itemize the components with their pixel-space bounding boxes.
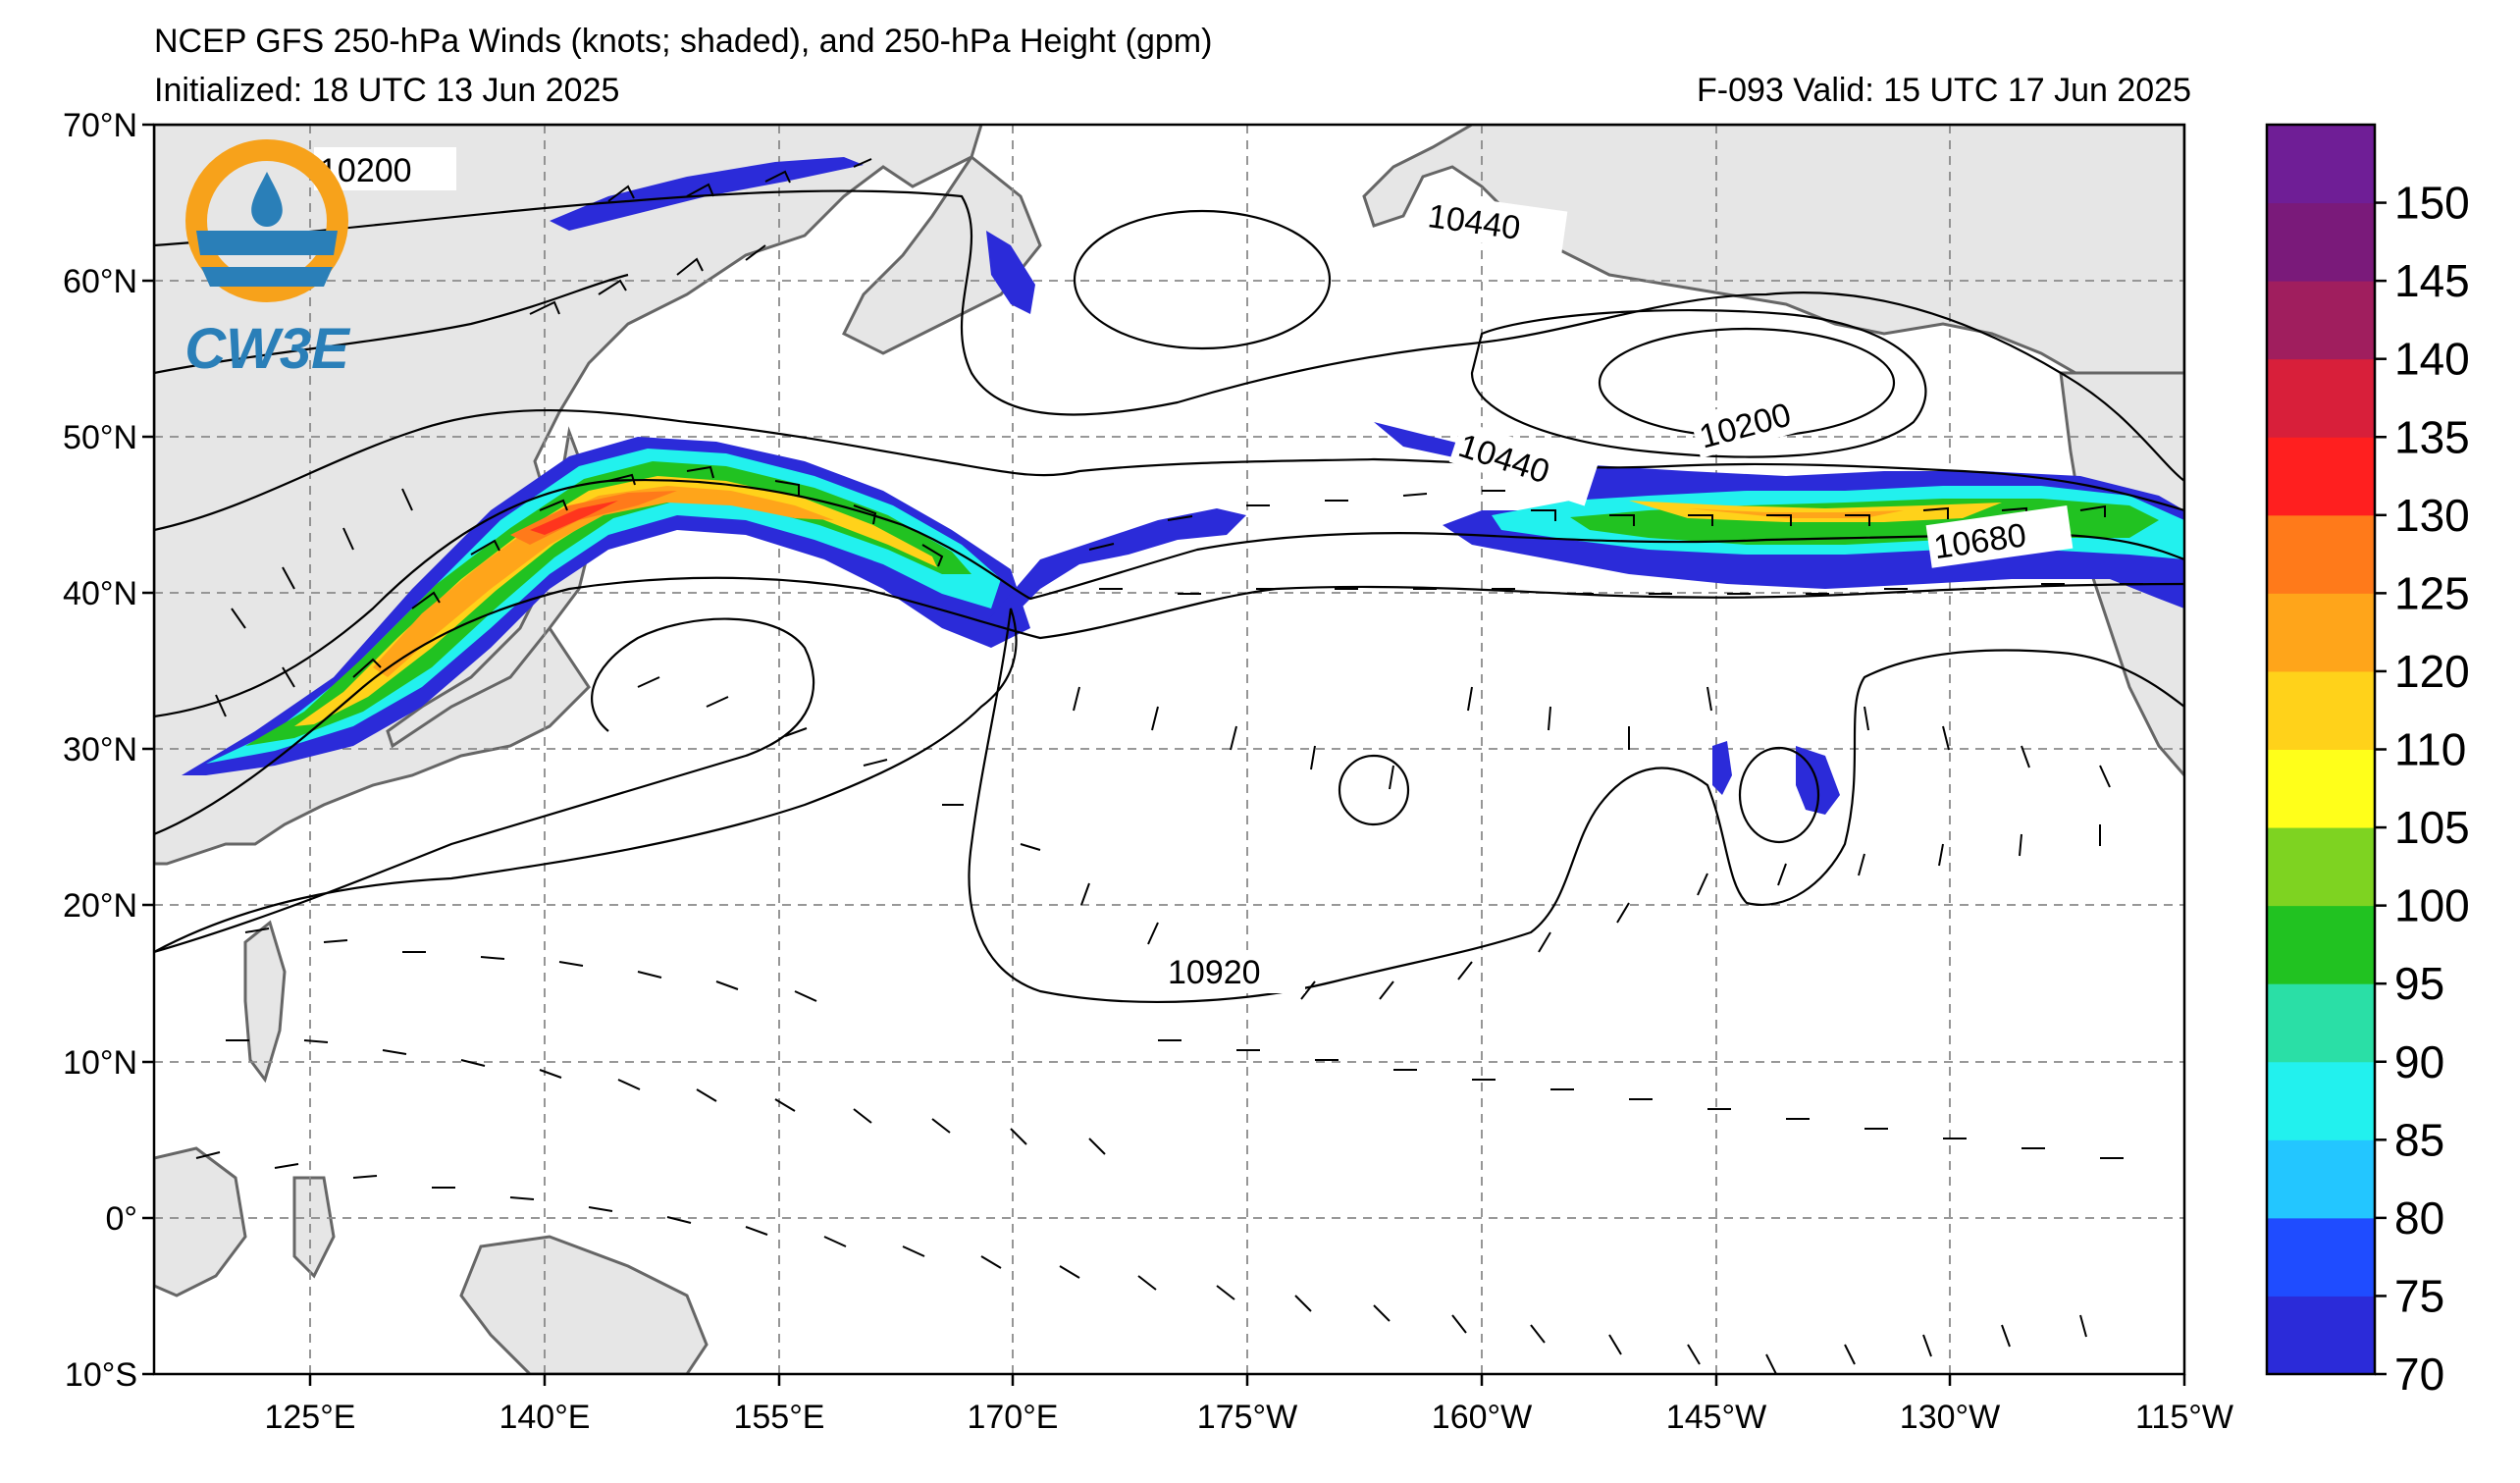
colorbar-swatch bbox=[2267, 437, 2375, 516]
colorbar-swatch bbox=[2267, 1217, 2375, 1297]
jet-mid-blue bbox=[981, 508, 1246, 628]
lat-label: 50°N bbox=[63, 419, 137, 456]
longitude-labels: 125°E 140°E 155°E 170°E 175°W 160°W 145°… bbox=[264, 1399, 2232, 1436]
alaska-land bbox=[1362, 125, 2184, 414]
lon-label: 145°W bbox=[1666, 1399, 1766, 1436]
jet-west-cyan bbox=[206, 449, 1001, 764]
jet-stream-shading bbox=[182, 157, 2184, 815]
colorbar-swatch bbox=[2267, 281, 2375, 360]
lat-label: 70°N bbox=[63, 107, 137, 144]
colorbar-label: 140 bbox=[2394, 334, 2470, 385]
colorbar-label: 85 bbox=[2394, 1114, 2444, 1165]
initialized-time: Initialized: 18 UTC 13 Jun 2025 bbox=[154, 72, 620, 109]
colorbar-swatch bbox=[2267, 202, 2375, 282]
kamchatka-land bbox=[841, 154, 1042, 355]
wind-barbs bbox=[195, 158, 2143, 1374]
colorbar-label: 130 bbox=[2394, 490, 2470, 541]
colorbar-label: 70 bbox=[2394, 1349, 2444, 1400]
lat-label: 0° bbox=[105, 1200, 137, 1238]
colorbar-swatch bbox=[2267, 358, 2375, 438]
cw3e-logo: CW3E bbox=[184, 139, 351, 381]
logo-wave-1 bbox=[196, 231, 338, 255]
logo-wave-2 bbox=[201, 267, 333, 287]
lon-label: 155°E bbox=[733, 1399, 824, 1436]
lon-label: 140°E bbox=[499, 1399, 590, 1436]
colorbar-swatch bbox=[2267, 593, 2375, 672]
colorbar-swatch bbox=[2267, 125, 2375, 204]
jet-west-orange bbox=[373, 486, 834, 677]
colorbar: 70 75 80 85 90 95 100 105 110 120 125 130 135 140 145 1… bbox=[2265, 123, 2470, 1400]
contour-label-10920: 10920 bbox=[1168, 954, 1261, 991]
colorbar-label: 150 bbox=[2394, 178, 2470, 229]
jet-east-yellow bbox=[1629, 501, 2002, 522]
jet-west-yellow bbox=[294, 476, 937, 726]
colorbar-swatch bbox=[2267, 514, 2375, 594]
colorbar-label: 95 bbox=[2394, 958, 2444, 1009]
colorbar-label: 110 bbox=[2394, 724, 2466, 775]
valid-time: F-093 Valid: 15 UTC 17 Jun 2025 bbox=[1697, 72, 2191, 109]
colorbar-swatch bbox=[2267, 1296, 2375, 1375]
lat-label: 30°N bbox=[63, 731, 137, 768]
water-drop-icon bbox=[251, 172, 283, 227]
colorbar-label: 90 bbox=[2394, 1036, 2444, 1087]
latitude-labels: 70°N 60°N 50°N 40°N 30°N 20°N 10°N 0° 10… bbox=[63, 107, 137, 1394]
philippines-land bbox=[243, 920, 287, 1084]
colorbar-swatch bbox=[2267, 670, 2375, 750]
lat-label: 20°N bbox=[63, 887, 137, 925]
colorbar-label: 125 bbox=[2394, 567, 2470, 618]
colorbar-swatch bbox=[2267, 1139, 2375, 1219]
lat-label: 40°N bbox=[63, 575, 137, 612]
colorbar-label: 105 bbox=[2394, 802, 2470, 853]
colorbar-swatch bbox=[2267, 827, 2375, 907]
lon-label: 175°W bbox=[1197, 1399, 1297, 1436]
lon-label: 160°W bbox=[1432, 1399, 1532, 1436]
lat-label: 10°N bbox=[63, 1044, 137, 1082]
colorbar-label: 145 bbox=[2394, 255, 2470, 306]
axis-ticks bbox=[142, 123, 2186, 1386]
colorbar-label: 135 bbox=[2394, 411, 2470, 462]
jet-kamchatka-blob bbox=[986, 231, 1035, 314]
new-guinea-land bbox=[459, 1235, 709, 1374]
lat-label: 60°N bbox=[63, 263, 137, 300]
jet-east-small-blob bbox=[1712, 741, 1732, 795]
colorbar-swatch bbox=[2267, 983, 2375, 1063]
lat-label: 10°S bbox=[65, 1356, 137, 1394]
lon-label: 125°E bbox=[264, 1399, 355, 1436]
colorbar-label: 120 bbox=[2394, 646, 2470, 697]
logo-ring bbox=[185, 139, 348, 302]
logo-text: CW3E bbox=[184, 317, 351, 381]
sulawesi-land bbox=[292, 1176, 336, 1279]
colorbar-label: 100 bbox=[2394, 880, 2470, 931]
lon-label: 130°W bbox=[1900, 1399, 2000, 1436]
colorbar-label: 75 bbox=[2394, 1270, 2444, 1321]
colorbar-swatch bbox=[2267, 1061, 2375, 1140]
jet-west-red-core bbox=[530, 501, 618, 535]
lon-label: 115°W bbox=[2135, 1399, 2233, 1436]
colorbar-swatch bbox=[2267, 749, 2375, 828]
jet-north-blob bbox=[550, 157, 864, 231]
lon-label: 170°E bbox=[967, 1399, 1058, 1436]
colorbar-swatch bbox=[2267, 905, 2375, 984]
map-title: NCEP GFS 250-hPa Winds (knots; shaded), … bbox=[154, 23, 1213, 60]
colorbar-label: 80 bbox=[2394, 1192, 2444, 1244]
indonesia-land bbox=[154, 1146, 247, 1298]
